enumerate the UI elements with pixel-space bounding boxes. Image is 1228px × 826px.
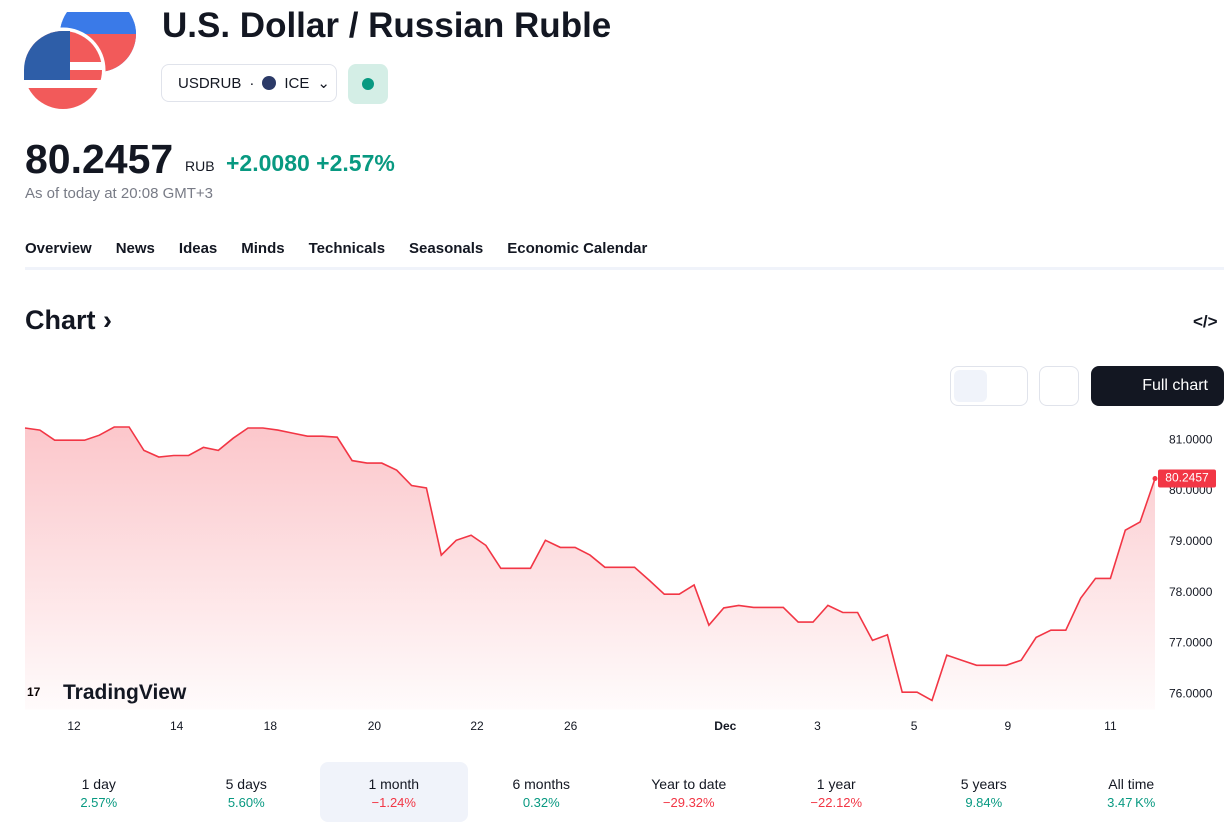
period[interactable]: Year to date −29.32% xyxy=(615,762,763,822)
area-fill xyxy=(25,427,1155,710)
period-change: −29.32% xyxy=(662,795,715,810)
flags xyxy=(20,0,136,113)
exchange: ICE xyxy=(284,74,310,92)
symbol: USDRUB xyxy=(178,74,242,92)
tab[interactable]: Economic Calendar xyxy=(507,240,648,257)
period-label: 1 year xyxy=(816,776,856,792)
period-label: 1 month xyxy=(368,776,420,792)
snapshot-button[interactable] xyxy=(1039,366,1079,406)
y-tick-label: 77.0000 xyxy=(1169,636,1213,650)
tabs: Overview News Ideas Minds Technicals Seasonal… xyxy=(25,240,647,270)
change-percent: +2.57% xyxy=(316,150,395,176)
period[interactable]: 6 months 0.32% xyxy=(468,762,616,822)
x-tick-label: Dec xyxy=(714,719,736,733)
period-label: Year to date xyxy=(651,776,727,792)
period-change: −1.24% xyxy=(371,795,416,810)
full-chart-label: Full chart xyxy=(1142,377,1208,394)
y-tick-label: 81.0000 xyxy=(1169,432,1213,446)
x-tick-label: 22 xyxy=(470,719,484,733)
tab-divider xyxy=(25,267,1224,270)
x-tick-label: 11 xyxy=(1104,719,1117,733)
period-change: 9.84% xyxy=(965,795,1003,810)
period-change: 3.47 K% xyxy=(1107,795,1156,810)
price-line xyxy=(24,426,1156,702)
period[interactable]: 5 years 9.84% xyxy=(910,762,1058,822)
embed-button[interactable]: </> xyxy=(1193,312,1218,331)
periods: 1 day 2.57% 5 days 5.60% 1 month −1.24% 6 mont… xyxy=(25,762,1205,822)
last-point xyxy=(1152,476,1158,482)
period[interactable]: 1 year −22.12% xyxy=(763,762,911,822)
tab[interactable]: Seasonals xyxy=(409,240,484,257)
x-tick-label: 26 xyxy=(564,719,578,733)
price: 80.2457 xyxy=(25,136,174,182)
x-tick-label: 20 xyxy=(368,719,382,733)
period-change: 0.32% xyxy=(522,795,560,810)
currency: RUB xyxy=(185,158,215,174)
period-label: 6 months xyxy=(512,776,571,792)
symbol-selector[interactable]: USDRUB · ICE ⌄ xyxy=(161,64,337,102)
x-tick-label: 9 xyxy=(1004,719,1011,733)
y-tick-label: 78.0000 xyxy=(1169,585,1213,599)
x-tick-label: 14 xyxy=(170,719,184,733)
market-status[interactable] xyxy=(348,64,388,104)
change: +2.0080 +2.57% xyxy=(226,150,395,177)
period-label: 5 years xyxy=(960,776,1007,792)
period-change: 2.57% xyxy=(80,795,118,810)
tab[interactable]: Technicals xyxy=(308,240,386,257)
section-title-text: Chart xyxy=(25,305,96,335)
period[interactable]: 5 days 5.60% xyxy=(173,762,321,822)
period-label: 1 day xyxy=(81,776,116,792)
last-price-tag xyxy=(1158,469,1216,488)
chart-style-toggle[interactable] xyxy=(950,366,1028,406)
title: U.S. Dollar / Russian Ruble xyxy=(162,6,612,45)
tab[interactable]: News xyxy=(115,240,155,257)
y-tick-label: 76.0000 xyxy=(1169,686,1213,700)
timestamp: As of today at 20:08 GMT+3 xyxy=(25,185,214,202)
period[interactable]: 1 day 2.57% xyxy=(25,762,173,822)
x-tick-label: 5 xyxy=(911,719,918,733)
period-change: −22.12% xyxy=(810,795,863,810)
period[interactable]: All time 3.47 K% xyxy=(1058,762,1206,822)
period-label: All time xyxy=(1108,776,1155,792)
full-chart-button[interactable]: Full chart xyxy=(1091,366,1224,406)
period-change: 5.60% xyxy=(227,795,265,810)
x-tick-label: 3 xyxy=(814,719,821,733)
x-tick-label: 12 xyxy=(67,719,81,733)
section-title[interactable]: Chart › xyxy=(25,305,113,335)
period-label: 5 days xyxy=(225,776,267,792)
period[interactable]: 1 month −1.24% xyxy=(320,762,468,822)
x-tick-label: 18 xyxy=(264,719,278,733)
watermark: TradingView xyxy=(63,681,187,704)
change-abs: +2.0080 xyxy=(226,150,310,176)
tab[interactable]: Ideas xyxy=(178,240,218,257)
tab[interactable]: Minds xyxy=(241,240,285,257)
y-tick-label: 79.0000 xyxy=(1169,534,1213,548)
last-price-label: 80.2457 xyxy=(1165,471,1209,485)
